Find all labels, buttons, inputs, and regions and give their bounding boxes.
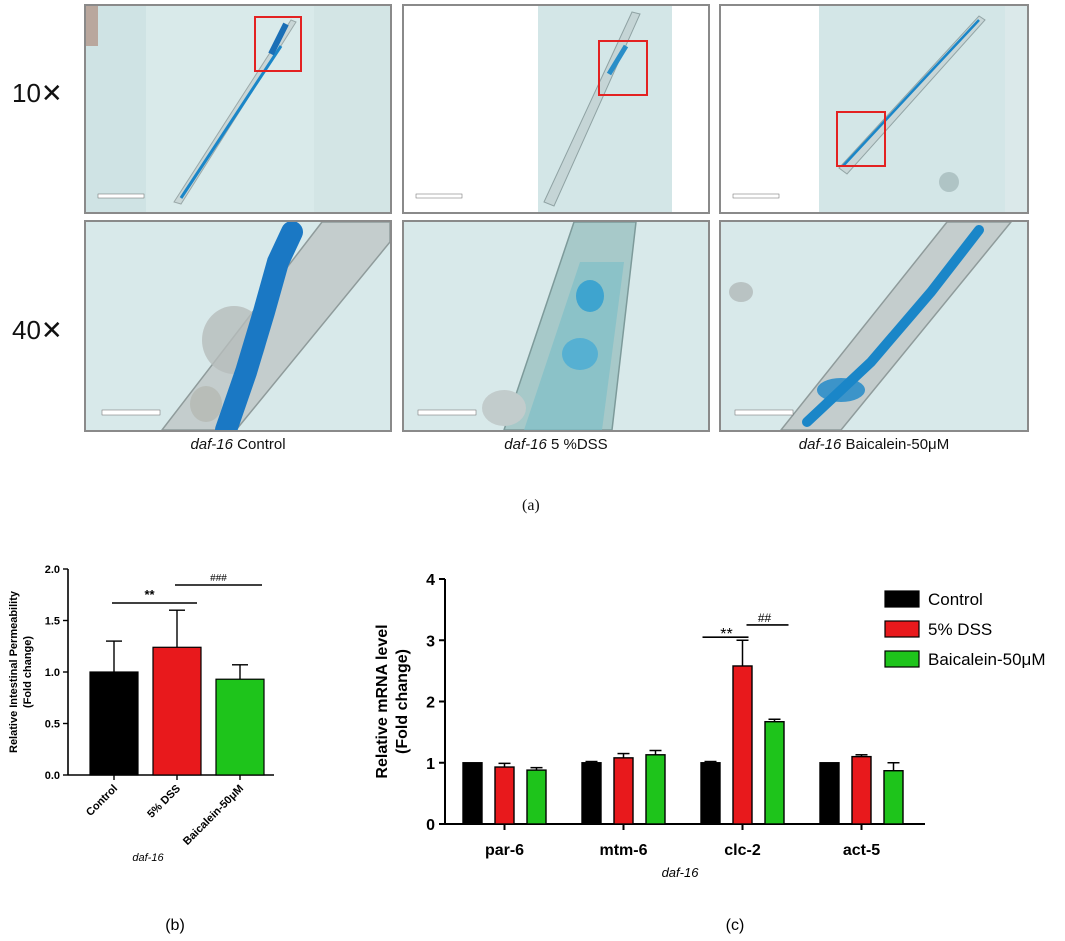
x-tick-label: clc-2 bbox=[724, 842, 761, 859]
y-axis-label-line2: (Fold change) bbox=[394, 649, 411, 754]
bar-par-6-control bbox=[462, 762, 483, 825]
caption-dss: daf-16 5 %DSS bbox=[402, 436, 710, 453]
y-tick-label: 1 bbox=[426, 756, 435, 773]
bar-clc-2-control bbox=[700, 762, 721, 825]
caption-control-gene: daf-16 bbox=[190, 436, 233, 453]
micrograph-baicalein-40x bbox=[719, 220, 1029, 432]
bar-act-5-5-dss bbox=[851, 755, 872, 825]
micrograph-control-40x bbox=[84, 220, 392, 432]
y-tick-label: 1.0 bbox=[45, 667, 60, 679]
y-tick-label: 0 bbox=[426, 817, 435, 834]
bar-mtm-6-control bbox=[581, 762, 602, 825]
micrograph-dss-40x bbox=[402, 220, 710, 432]
y-tick-label: 1.5 bbox=[45, 616, 60, 628]
caption-baicalein: daf-16 Baicalein-50μM bbox=[719, 436, 1029, 453]
bar-5-dss bbox=[152, 646, 202, 776]
caption-control: daf-16 Control bbox=[84, 436, 392, 453]
x-tick-label: Control bbox=[84, 783, 120, 819]
y-axis-label-line1: Relative mRNA level bbox=[374, 624, 391, 778]
panel-label-c: (c) bbox=[726, 917, 745, 934]
legend-swatch-control bbox=[884, 590, 920, 608]
x-tick-label: Baicalein-50μM bbox=[181, 783, 246, 848]
bar-control bbox=[89, 671, 139, 776]
caption-dss-condition: 5 %DSS bbox=[551, 436, 608, 453]
micrograph-dss-10x bbox=[402, 4, 710, 214]
x-tick-label: act-5 bbox=[843, 842, 880, 859]
chart-c: 0 1 2 3 4 par-6 mtm-6 clc-2 act-5 ** ## Relative mR… bbox=[374, 572, 1046, 934]
caption-dss-gene: daf-16 bbox=[504, 436, 547, 453]
x-tick-label: mtm-6 bbox=[599, 842, 647, 859]
legend-label: Baicalein-50μM bbox=[928, 650, 1046, 669]
panel-label-b: (b) bbox=[165, 917, 185, 934]
x-tick-label: par-6 bbox=[485, 842, 524, 859]
y-tick-label: 0.5 bbox=[45, 719, 60, 731]
bar-baicalein-50-m bbox=[215, 678, 265, 776]
panel-label-a: (a) bbox=[522, 497, 540, 514]
bar-clc-2-baicalein-50-m bbox=[764, 721, 785, 825]
chart-b: 0.0 0.5 1.0 1.5 2.0 Control 5% DSSBaicalein-50… bbox=[8, 564, 274, 934]
significance-label: ** bbox=[720, 626, 732, 643]
caption-baicalein-gene: daf-16 bbox=[798, 436, 842, 453]
bar-par-6-5-dss bbox=[494, 766, 515, 825]
y-tick-label: 2 bbox=[426, 695, 435, 712]
x-tick-label: 5% DSS bbox=[145, 783, 183, 821]
y-tick-label: 3 bbox=[426, 633, 435, 650]
bar-act-5-control bbox=[819, 762, 840, 825]
bar-act-5-baicalein-50-m bbox=[883, 770, 904, 825]
micrograph-control-10x bbox=[84, 4, 392, 214]
x-axis-label: daf-16 bbox=[662, 865, 700, 880]
bar-mtm-6-5-dss bbox=[613, 757, 634, 825]
significance-label: ** bbox=[144, 587, 155, 602]
legend-swatch-5-dss bbox=[884, 620, 920, 638]
bar-clc-2-5-dss bbox=[732, 665, 753, 825]
y-axis-label-line2: (Fold change) bbox=[22, 636, 34, 708]
legend-swatch-baicalein-50-m bbox=[884, 650, 920, 668]
row-label-10x: 10✕ bbox=[12, 78, 63, 108]
y-tick-label: 0.0 bbox=[45, 770, 60, 782]
legend-label: Control bbox=[928, 590, 983, 609]
caption-baicalein-condition: Baicalein-50μM bbox=[845, 436, 950, 453]
y-tick-label: 4 bbox=[426, 572, 435, 589]
y-tick-label: 2.0 bbox=[45, 564, 60, 576]
row-label-40x: 40✕ bbox=[12, 315, 63, 345]
caption-control-condition: Control bbox=[237, 436, 286, 453]
x-axis-label: daf-16 bbox=[132, 852, 164, 864]
significance-label: ### bbox=[210, 573, 227, 584]
y-axis-label-line1: Relative Intestinal Permeability bbox=[8, 590, 20, 753]
bar-mtm-6-baicalein-50-m bbox=[645, 754, 666, 825]
significance-label: ## bbox=[758, 611, 772, 625]
legend-label: 5% DSS bbox=[928, 620, 992, 639]
micrograph-baicalein-10x bbox=[719, 4, 1029, 214]
bar-par-6-baicalein-50-m bbox=[526, 769, 547, 825]
